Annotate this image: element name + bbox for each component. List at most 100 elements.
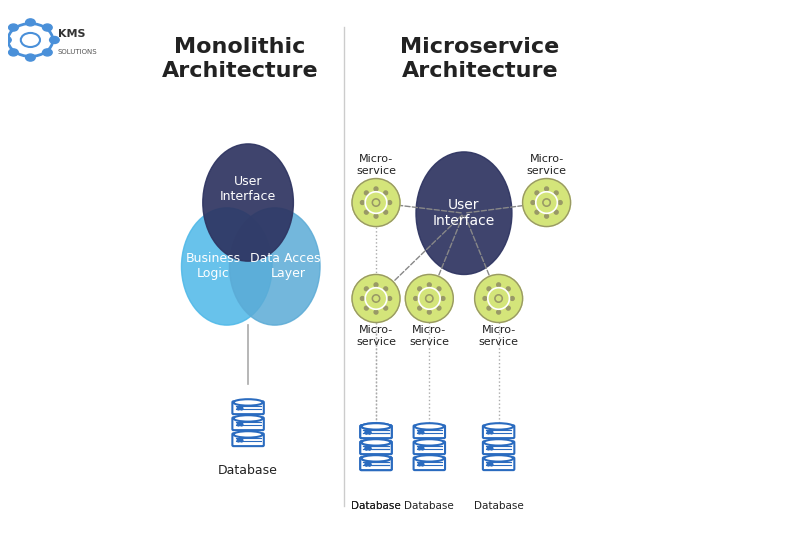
Ellipse shape	[414, 455, 444, 462]
Ellipse shape	[234, 399, 262, 406]
Circle shape	[365, 211, 368, 214]
Circle shape	[26, 54, 35, 61]
Circle shape	[497, 310, 501, 314]
Text: Database: Database	[351, 501, 401, 511]
Circle shape	[554, 211, 558, 214]
Circle shape	[545, 214, 549, 218]
Circle shape	[497, 296, 501, 301]
Text: Database: Database	[218, 464, 278, 477]
Text: User
Interface: User Interface	[220, 175, 276, 203]
Circle shape	[384, 211, 388, 214]
Circle shape	[384, 287, 388, 290]
Circle shape	[531, 200, 535, 205]
Circle shape	[388, 200, 392, 205]
Circle shape	[554, 191, 558, 195]
Text: Micro-
service: Micro- service	[478, 325, 518, 347]
Text: Micro-
service: Micro- service	[526, 154, 566, 176]
Ellipse shape	[362, 439, 390, 446]
Ellipse shape	[484, 455, 514, 462]
Circle shape	[50, 36, 59, 44]
Circle shape	[352, 179, 400, 227]
Text: Database: Database	[351, 501, 401, 511]
Ellipse shape	[414, 439, 444, 446]
Ellipse shape	[484, 423, 514, 430]
FancyBboxPatch shape	[483, 457, 514, 470]
Circle shape	[487, 287, 491, 290]
Circle shape	[437, 287, 441, 290]
Circle shape	[522, 179, 570, 227]
Text: KMS: KMS	[58, 29, 85, 39]
Circle shape	[384, 191, 388, 195]
FancyBboxPatch shape	[414, 441, 445, 454]
Ellipse shape	[362, 439, 390, 446]
Circle shape	[384, 306, 388, 310]
Circle shape	[406, 274, 454, 322]
Circle shape	[506, 306, 510, 310]
Ellipse shape	[416, 152, 512, 274]
Ellipse shape	[234, 431, 262, 438]
Circle shape	[510, 296, 514, 301]
Circle shape	[535, 211, 539, 214]
Circle shape	[487, 306, 491, 310]
Circle shape	[497, 283, 501, 287]
FancyBboxPatch shape	[232, 417, 264, 430]
Text: Micro-
service: Micro- service	[410, 325, 450, 347]
Text: Micro-
service: Micro- service	[356, 325, 396, 347]
Circle shape	[427, 296, 431, 301]
Circle shape	[374, 214, 378, 218]
Circle shape	[361, 296, 364, 301]
Ellipse shape	[202, 144, 294, 261]
Circle shape	[374, 200, 378, 205]
FancyBboxPatch shape	[232, 401, 264, 414]
Circle shape	[506, 287, 510, 290]
Circle shape	[42, 24, 52, 31]
FancyBboxPatch shape	[360, 425, 392, 438]
Circle shape	[26, 19, 35, 26]
Ellipse shape	[362, 423, 390, 430]
Text: Business
Logic: Business Logic	[186, 253, 241, 280]
FancyBboxPatch shape	[360, 457, 392, 470]
Circle shape	[42, 49, 52, 56]
Ellipse shape	[362, 423, 390, 430]
Ellipse shape	[414, 423, 444, 430]
Ellipse shape	[362, 455, 390, 462]
Circle shape	[2, 36, 11, 44]
Circle shape	[374, 296, 378, 301]
Circle shape	[374, 283, 378, 287]
Circle shape	[542, 199, 550, 206]
Circle shape	[352, 274, 400, 322]
Circle shape	[437, 306, 441, 310]
FancyBboxPatch shape	[232, 433, 264, 446]
Text: SOLUTIONS: SOLUTIONS	[58, 49, 98, 55]
Ellipse shape	[230, 208, 320, 325]
Text: Data Access
Layer: Data Access Layer	[250, 253, 326, 280]
FancyBboxPatch shape	[360, 425, 392, 438]
Text: Micro-
service: Micro- service	[356, 154, 396, 176]
Text: Microservice
Architecture: Microservice Architecture	[400, 37, 559, 80]
Circle shape	[427, 283, 431, 287]
Circle shape	[474, 274, 522, 322]
Circle shape	[495, 295, 502, 302]
Circle shape	[365, 191, 368, 195]
Circle shape	[365, 287, 368, 290]
Circle shape	[418, 306, 422, 310]
Text: Monolithic
Architecture: Monolithic Architecture	[162, 37, 318, 80]
FancyBboxPatch shape	[360, 441, 392, 454]
Circle shape	[372, 295, 380, 302]
Circle shape	[9, 49, 18, 56]
Circle shape	[374, 310, 378, 314]
Circle shape	[418, 287, 422, 290]
Ellipse shape	[484, 439, 514, 446]
Text: User
Interface: User Interface	[433, 198, 495, 228]
FancyBboxPatch shape	[483, 425, 514, 438]
FancyBboxPatch shape	[483, 441, 514, 454]
Circle shape	[441, 296, 445, 301]
Ellipse shape	[234, 415, 262, 422]
Circle shape	[361, 200, 364, 205]
Circle shape	[558, 200, 562, 205]
FancyBboxPatch shape	[360, 457, 392, 470]
Circle shape	[535, 191, 539, 195]
Ellipse shape	[362, 455, 390, 462]
Circle shape	[9, 24, 18, 31]
Ellipse shape	[182, 208, 272, 325]
